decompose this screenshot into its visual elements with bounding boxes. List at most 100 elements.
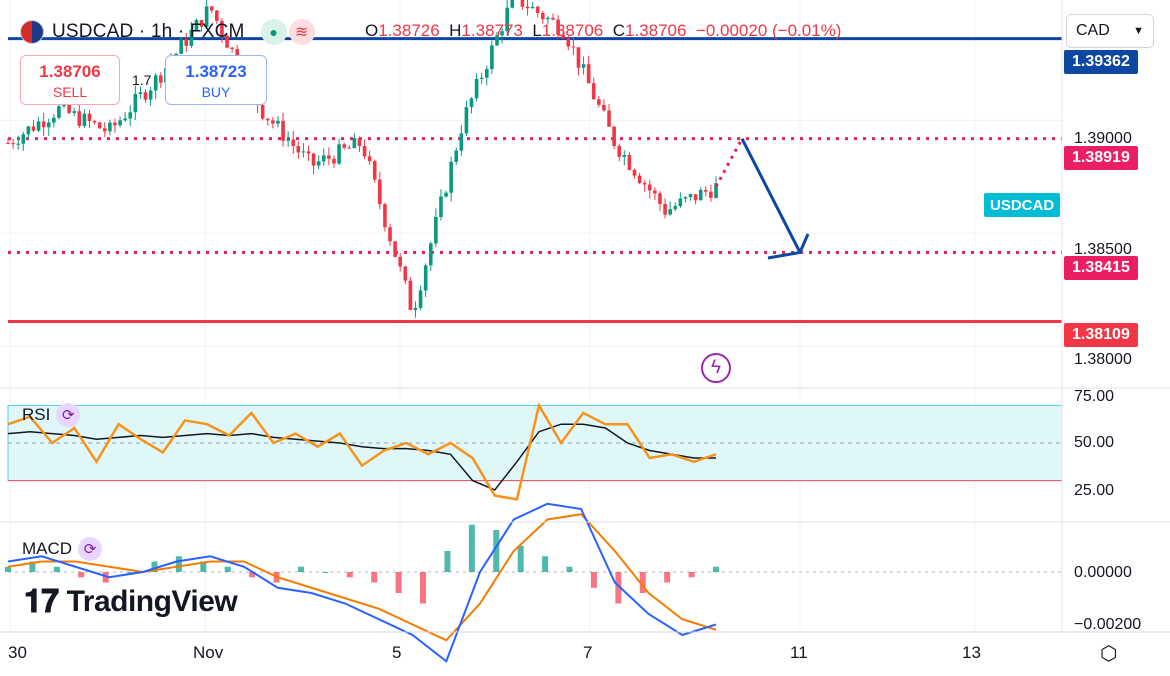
- candle-body: [541, 12, 545, 20]
- candle-body: [271, 120, 275, 124]
- rsi-ma-line: [7, 423, 716, 491]
- macd-level-label: 0.00000: [1074, 564, 1132, 581]
- market-status[interactable]: ● ≋: [260, 19, 315, 45]
- price-badge-support: 1.38109: [1064, 323, 1138, 347]
- macd-histogram-bar: [29, 561, 36, 572]
- candle-body: [383, 204, 387, 228]
- candle-body: [230, 47, 234, 50]
- candle-body: [535, 6, 540, 13]
- time-label: 30: [8, 643, 27, 662]
- candle-body: [556, 19, 560, 35]
- ohlc-legend: O1.38726 H1.38773 L1.38706 C1.38706 −0.0…: [365, 21, 841, 41]
- candle-body: [428, 243, 433, 266]
- macd-label: MACD: [22, 539, 73, 558]
- rsi-line: [7, 402, 717, 501]
- candle-body: [372, 161, 377, 180]
- candle-body: [444, 192, 448, 197]
- macd-signal-line: [7, 513, 717, 642]
- macd-histogram-bar: [493, 530, 500, 572]
- candle-body: [632, 169, 637, 176]
- candle-body: [72, 111, 77, 113]
- macd-histogram-bar: [5, 566, 11, 572]
- candle-body: [622, 155, 627, 157]
- buy-button[interactable]: 1.38723 BUY: [165, 55, 267, 105]
- candle-body: [576, 47, 581, 68]
- macd-histogram-bar: [542, 556, 549, 572]
- currency-select[interactable]: CAD ▼: [1066, 14, 1154, 48]
- macd-histogram-bar: [566, 566, 573, 572]
- candle-body: [337, 144, 341, 164]
- candle-body: [408, 280, 413, 310]
- candle-body: [143, 92, 148, 100]
- candle-body: [709, 191, 713, 198]
- candle-body: [215, 10, 219, 21]
- lightning-icon[interactable]: ϟ: [701, 353, 731, 383]
- macd-histogram-bar: [53, 566, 60, 572]
- candle-body: [316, 161, 321, 166]
- candle-body: [82, 113, 87, 126]
- candle-body: [342, 144, 346, 148]
- projection-arrow: [714, 137, 810, 260]
- candle-body: [327, 155, 331, 159]
- candle-body: [647, 184, 652, 191]
- candle-body: [658, 193, 662, 204]
- rsi-level-label: 25.00: [1074, 482, 1115, 499]
- settings-icon[interactable]: ⬡: [1100, 643, 1118, 665]
- candle-body: [36, 121, 41, 131]
- macd-histogram-bar: [371, 572, 378, 583]
- tradingview-logo[interactable]: 𝟏𝟕 TradingView: [24, 583, 238, 621]
- sell-price: 1.38706: [39, 62, 101, 81]
- candle-body: [454, 150, 459, 162]
- candle-body: [31, 126, 36, 131]
- candle-body: [464, 107, 469, 134]
- high-value: 1.38773: [461, 21, 523, 40]
- wave-icon[interactable]: ≋: [288, 19, 315, 45]
- candle-body: [439, 196, 443, 217]
- candle-body: [413, 307, 418, 310]
- macd-histogram-bar: [517, 545, 524, 572]
- candle-body: [148, 90, 153, 100]
- usd-cad-flag-icon: [20, 20, 44, 44]
- candle-body: [113, 122, 117, 126]
- candle-body: [449, 161, 453, 193]
- candle-body: [276, 120, 280, 124]
- rsi-legend[interactable]: RSI ⟳: [22, 403, 81, 427]
- candle-body: [52, 117, 56, 123]
- candle-body: [92, 121, 97, 123]
- candle-body: [423, 265, 428, 291]
- candle-body: [367, 156, 372, 162]
- change-value: −0.00020 (−0.01%): [695, 21, 842, 40]
- candle-body: [704, 189, 708, 192]
- projection-arrow-head: [767, 233, 810, 260]
- macd-histogram-bar: [175, 556, 182, 572]
- price-label: 1.39000: [1074, 130, 1132, 147]
- macd-legend[interactable]: MACD ⟳: [22, 537, 103, 561]
- macd-histogram-bar: [639, 572, 646, 593]
- candle-body: [133, 93, 138, 113]
- macd-histogram-bar: [200, 561, 207, 572]
- macd-histogram-bar: [78, 572, 85, 578]
- candle-body: [520, 0, 525, 7]
- refresh-icon[interactable]: ⟳: [56, 403, 81, 427]
- symbol-price-tag: USDCAD: [984, 193, 1061, 217]
- symbol-title[interactable]: USDCAD · 1h · FXCM: [52, 21, 245, 42]
- candle-body: [474, 78, 479, 99]
- macd-line: [7, 502, 717, 663]
- macd-histogram-bar: [224, 566, 231, 572]
- candle-body: [138, 92, 143, 94]
- sell-button[interactable]: 1.38706 SELL: [20, 55, 120, 105]
- candle-body: [388, 227, 392, 242]
- candle-body: [637, 175, 642, 184]
- candle-body: [469, 98, 474, 108]
- candle-body: [225, 35, 229, 48]
- candle-body: [505, 7, 509, 32]
- candle-body: [663, 203, 667, 215]
- candle-body: [688, 194, 693, 198]
- chevron-down-icon: ▼: [1133, 25, 1144, 37]
- candle-body: [653, 190, 657, 194]
- macd-histogram-bar: [468, 524, 475, 572]
- market-open-icon[interactable]: ●: [260, 19, 287, 45]
- candle-body: [586, 64, 591, 84]
- refresh-icon[interactable]: ⟳: [78, 537, 103, 561]
